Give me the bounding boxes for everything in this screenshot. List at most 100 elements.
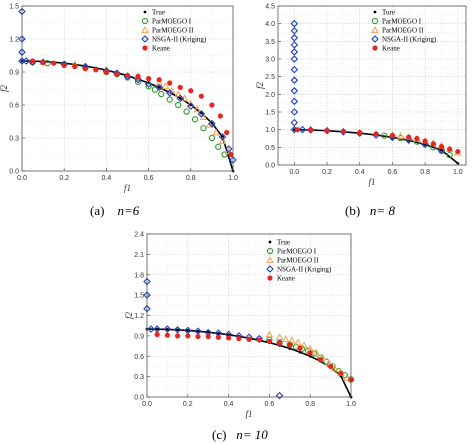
data-point	[275, 333, 284, 341]
data-point	[82, 66, 88, 72]
legend-marker	[142, 45, 148, 51]
x-tick-label: 1.0	[228, 175, 238, 182]
x-tick-label: 0.8	[186, 175, 196, 182]
data-point	[277, 340, 283, 346]
data-point	[373, 131, 379, 137]
data-point	[22, 57, 30, 65]
data-point	[312, 348, 321, 356]
data-point	[158, 90, 165, 98]
data-point	[200, 124, 207, 132]
x-tick-label: 0.0	[289, 169, 299, 176]
data-point	[72, 63, 78, 70]
data-point	[290, 65, 299, 74]
data-point	[157, 86, 161, 89]
y-tick-label: 0.0	[9, 169, 19, 176]
data-point	[208, 134, 216, 142]
data-point	[290, 76, 299, 84]
legend-label: Keane	[382, 45, 400, 53]
data-point	[191, 116, 199, 123]
data-point	[174, 90, 182, 97]
data-point	[266, 338, 272, 344]
legend-label: ParMOEGO I	[382, 18, 422, 26]
legend-label: Ture	[382, 9, 395, 17]
x-tick-label: 0.8	[305, 401, 315, 408]
chart-panel-2: 0.0 0.2 0.4 0.6 0.8 1.0 0.0 0.5 1.0 1.5 2.0 2.5 3.0 3…	[255, 4, 467, 187]
legend-marker	[266, 256, 274, 263]
data-point	[176, 94, 185, 103]
data-point	[186, 329, 190, 332]
y-tick-label: 1.8	[134, 272, 144, 279]
data-point	[134, 78, 142, 86]
data-point	[406, 134, 412, 140]
x-tick-label: 0.4	[102, 175, 112, 182]
data-point	[307, 350, 313, 356]
data-point	[147, 325, 155, 333]
data-point	[206, 330, 210, 334]
data-point	[287, 342, 293, 348]
y-tick-label: 2.5	[265, 74, 275, 81]
data-point	[134, 75, 142, 84]
data-point	[114, 71, 120, 77]
legend-label: True	[152, 9, 165, 17]
y-tick-label: 2.1	[134, 252, 144, 259]
caption-c-label: (c)	[212, 427, 227, 442]
data-point	[187, 99, 195, 107]
data-point	[381, 132, 388, 139]
y-tick-label: 3.5	[265, 39, 275, 46]
legend-marker	[143, 10, 147, 14]
data-point	[405, 136, 413, 145]
data-point	[256, 337, 262, 343]
data-point	[295, 127, 301, 133]
legend-label: NSGA-II (Kriging)	[152, 36, 207, 44]
x-tick-label: 0.8	[420, 169, 430, 176]
data-point	[340, 128, 346, 135]
legend-marker	[266, 265, 274, 273]
data-point	[174, 101, 182, 109]
data-point	[324, 128, 330, 134]
data-point	[188, 88, 194, 94]
series-keane	[29, 58, 234, 158]
data-point	[196, 329, 200, 333]
caption-b-n: n= 8	[369, 203, 395, 218]
data-point	[165, 89, 174, 97]
chart-panel-1: 0.0 0.2 0.4 0.6 0.8 1.0 0.0 0.3 0.6 0.9 1.2 1.5 f1 f2…	[0, 4, 238, 194]
y-tick-label: 1.5	[134, 293, 144, 300]
data-point	[217, 332, 220, 335]
x-tick-label: 1.0	[453, 169, 463, 176]
legend-marker	[141, 17, 149, 25]
series-nsga-ii-kriging-	[290, 19, 446, 154]
data-point	[290, 34, 299, 42]
data-point	[246, 336, 252, 342]
legend-marker	[373, 10, 377, 14]
data-point	[275, 391, 284, 400]
x-tick-label: 1.0	[346, 401, 356, 408]
data-point	[93, 67, 99, 73]
legend-label: NSGA-II (Kriging)	[277, 266, 332, 274]
data-point	[290, 108, 299, 116]
data-point	[455, 148, 461, 155]
data-point	[155, 79, 163, 86]
data-point	[228, 151, 234, 158]
data-point	[161, 82, 170, 90]
data-point	[156, 77, 162, 83]
data-point	[217, 113, 223, 119]
data-point	[225, 145, 233, 153]
y-tick-label: 4.0	[265, 21, 275, 28]
data-point	[185, 333, 191, 339]
y-tick-label: 0.9	[9, 70, 19, 77]
data-point	[290, 118, 299, 127]
chart-panel-3: 0.0 0.2 0.4 0.6 0.8 1.0 0.0 0.3 0.6 0.9 1.2 1.5 1.8 2…	[124, 232, 356, 420]
y-tick-label: 0.6	[9, 103, 19, 110]
data-point	[308, 354, 312, 358]
data-point	[437, 146, 446, 154]
y-tick-label: 0.9	[134, 333, 144, 340]
data-point	[178, 96, 182, 100]
data-point	[396, 132, 405, 139]
data-point	[290, 26, 299, 35]
y-tick-label: 1.2	[134, 313, 144, 320]
data-point	[187, 102, 195, 110]
y-tick-label: 2.4	[134, 232, 144, 239]
data-point	[151, 86, 159, 93]
